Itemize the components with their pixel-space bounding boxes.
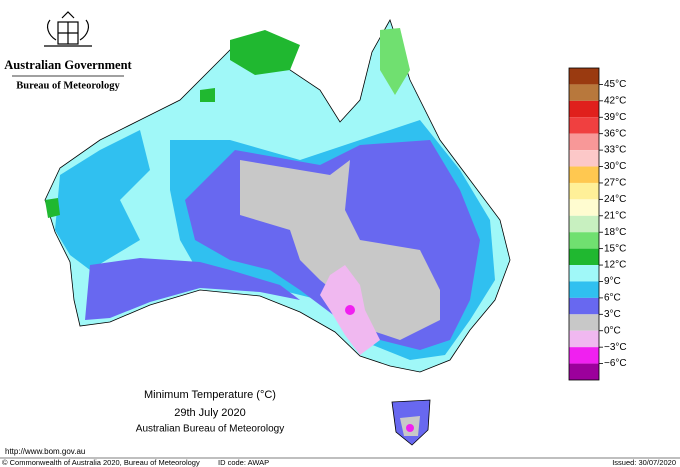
legend-label: 12°C: [604, 260, 626, 271]
map-title: Minimum Temperature (°C): [144, 389, 276, 401]
map: [44, 19, 511, 446]
legend-swatch: [569, 314, 599, 331]
legend-label: 42°C: [604, 95, 626, 106]
legend-swatch: [569, 265, 599, 282]
map-source: Australian Bureau of Meteorology: [136, 424, 284, 435]
legend-swatch: [569, 347, 599, 364]
agency: Bureau of Meteorology: [16, 80, 120, 91]
legend-label: 45°C: [604, 79, 626, 90]
legend-label: 33°C: [604, 145, 626, 156]
legend-swatch: [569, 330, 599, 348]
map-date: 29th July 2020: [174, 407, 246, 419]
legend-swatch: [569, 100, 599, 118]
crest: [44, 11, 92, 47]
legend-swatch: [569, 232, 599, 249]
copyright: © Commonwealth of Australia 2020, Bureau…: [2, 458, 200, 467]
legend-label: 24°C: [604, 194, 626, 205]
legend-swatch: [569, 281, 599, 298]
legend-label: 18°C: [604, 227, 626, 238]
legend: 45°C 42°C 39°C 36°C 33°C 30°C 27°C 24°C 21°C 18°C…: [568, 67, 627, 381]
legend-label: 27°C: [604, 178, 626, 189]
legend-swatch: [569, 150, 599, 167]
legend-swatch: [569, 166, 599, 183]
government: Australian Government: [4, 58, 132, 72]
legend-swatch: [569, 182, 599, 200]
legend-label: 39°C: [604, 112, 626, 123]
legend-swatch: [569, 248, 599, 266]
legend-label: 30°C: [604, 161, 626, 172]
legend-label: −6°C: [604, 358, 627, 369]
legend-label: 9°C: [604, 276, 621, 287]
legend-label: 36°C: [604, 128, 626, 139]
legend-swatch: [569, 215, 599, 233]
legend-label: 0°C: [604, 325, 621, 336]
legend-label: 6°C: [604, 293, 621, 304]
legend-swatch: [569, 68, 599, 85]
legend-frame: [568, 67, 600, 381]
legend-swatch: [569, 133, 599, 151]
legend-swatch: [569, 199, 599, 216]
id-code: ID code: AWAP: [218, 458, 269, 467]
legend-label: 21°C: [604, 210, 626, 221]
legend-label: 3°C: [604, 309, 621, 320]
legend-swatch: [569, 363, 599, 380]
legend-label: 15°C: [604, 243, 626, 254]
legend-swatch: [569, 297, 599, 315]
legend-swatch: [569, 84, 599, 101]
legend-swatch: [569, 117, 599, 134]
url: http://www.bom.gov.au: [5, 447, 85, 456]
legend-label: −3°C: [604, 342, 627, 353]
issued: Issued: 30/07/2020: [612, 458, 676, 467]
